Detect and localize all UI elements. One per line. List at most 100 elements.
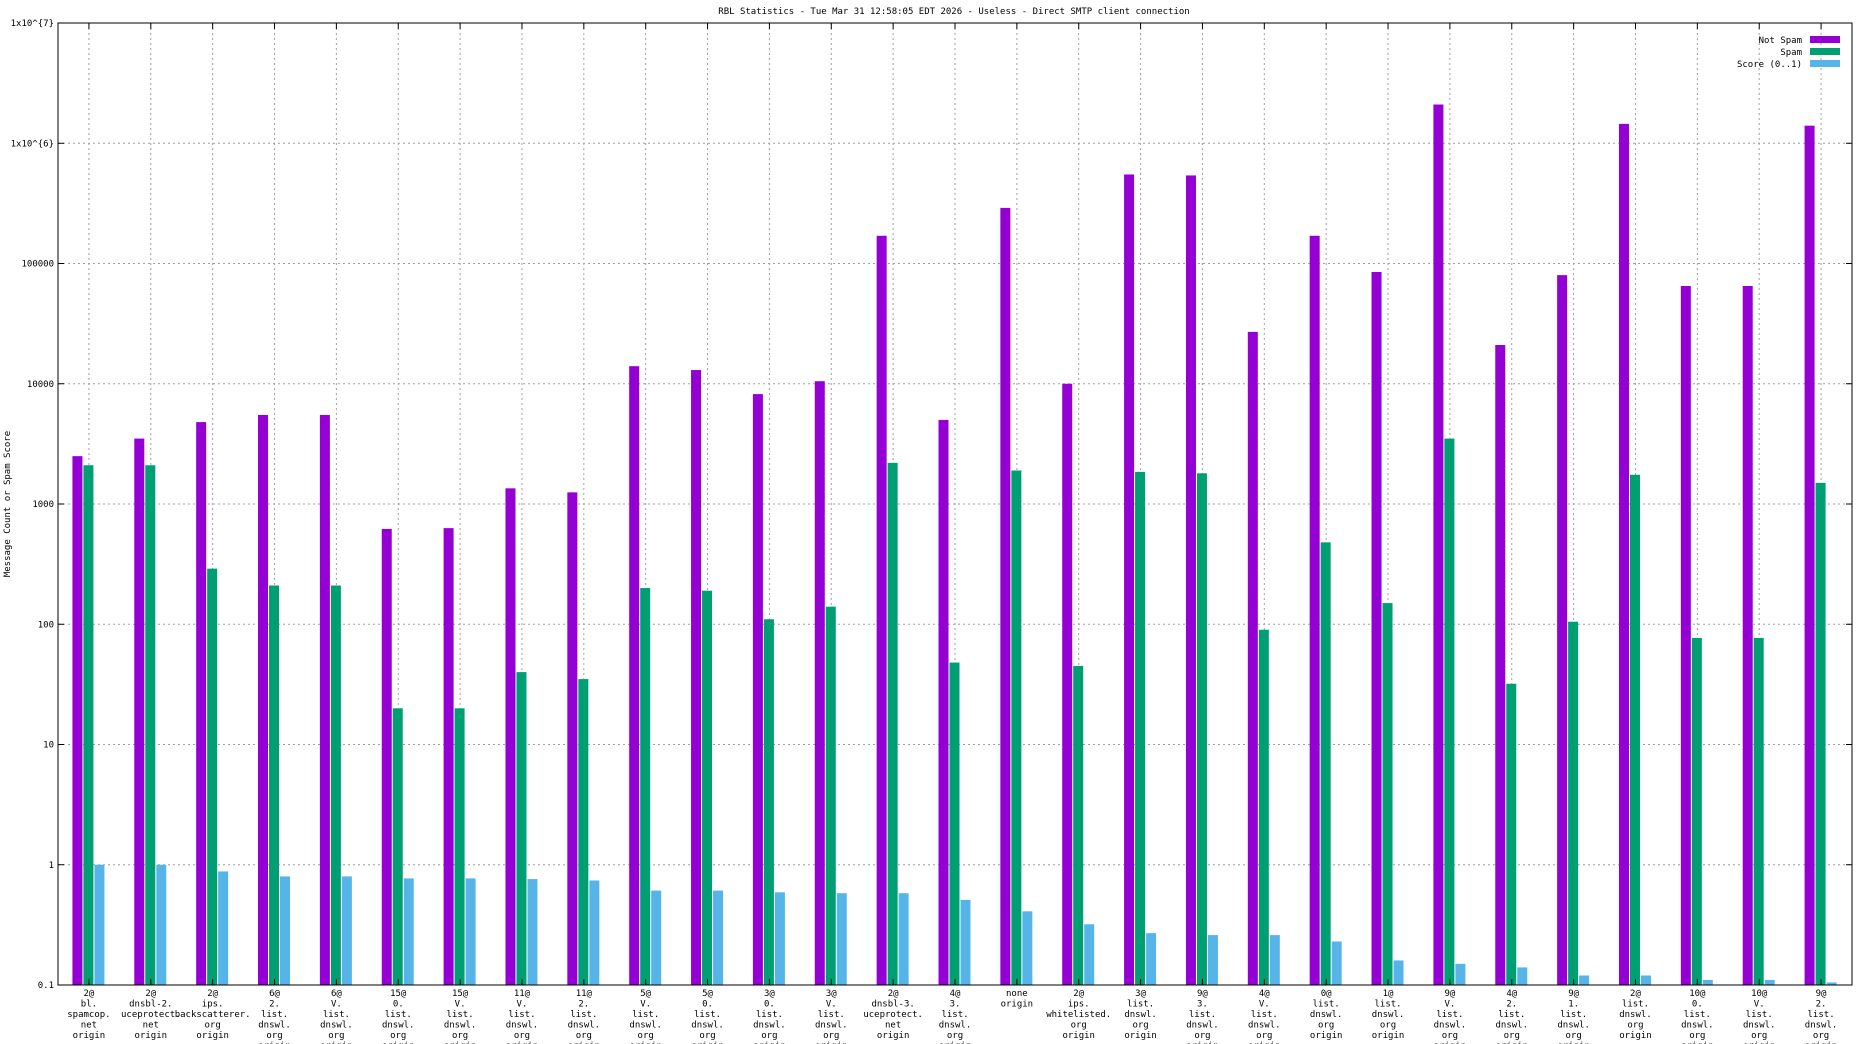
bar-not-spam: [1680, 286, 1691, 985]
x-tick-label-line: uceprotect.: [863, 1010, 923, 1020]
bar-score-0-1: [218, 871, 229, 985]
x-tick-label-line: 2.: [1816, 1000, 1827, 1010]
x-tick-label-line: org: [1627, 1021, 1643, 1031]
y-tick-label: 1000: [32, 500, 54, 510]
x-tick-label-line: origin: [629, 1042, 662, 1044]
labels-layer: 1x10^{7}1x10^{6}1000001000010001001010.1…: [11, 19, 1838, 1044]
bar-spam: [887, 462, 898, 985]
bar-score-0-1: [1640, 975, 1651, 985]
x-tick-label-line: 9@: [1197, 989, 1208, 999]
x-tick-label-line: 2@: [145, 989, 156, 999]
x-tick-label-line: 10@: [1751, 989, 1768, 999]
x-tick-label-line: org: [761, 1031, 777, 1041]
x-tick-label-line: 2.: [1506, 1000, 1517, 1010]
x-tick-label-line: 4@: [1259, 989, 1270, 999]
x-tick-label-line: dnswl.: [691, 1021, 724, 1031]
x-tick-label-line: dnswl.: [1557, 1021, 1590, 1031]
y-tick-label: 1: [49, 861, 54, 871]
bar-score-0-1: [1269, 935, 1280, 985]
x-tick-label: none origin: [1001, 989, 1034, 1010]
x-tick-label-line: org: [576, 1031, 592, 1041]
y-tick-label: 10000: [27, 380, 54, 390]
legend-swatch: [1810, 36, 1840, 43]
bar-spam: [454, 708, 465, 985]
x-tick-label-line: org: [1504, 1031, 1520, 1041]
bar-spam: [330, 585, 341, 985]
x-tick-label-line: 1.: [1568, 1000, 1579, 1010]
x-tick-label-line: ips.: [1068, 1000, 1090, 1010]
bar-spam: [1196, 473, 1207, 985]
x-tick-label-line: org: [1318, 1021, 1334, 1031]
x-tick-label-line: org: [1442, 1031, 1458, 1041]
x-tick-label-line: whitelisted.: [1046, 1010, 1111, 1020]
x-tick-label-line: org: [514, 1031, 530, 1041]
x-tick-label-line: list.: [632, 1010, 659, 1020]
bar-spam: [640, 588, 651, 985]
x-tick-label-line: origin: [320, 1042, 353, 1044]
x-tick-label-line: org: [328, 1031, 344, 1041]
x-tick-label-line: net: [143, 1021, 159, 1031]
bar-score-0-1: [713, 890, 724, 985]
x-tick-label-line: dnswl.: [1681, 1021, 1714, 1031]
x-tick-label: 2@ bl. spamcop. net origin: [67, 989, 110, 1041]
x-tick-label-line: org: [1380, 1021, 1396, 1031]
bar-score-0-1: [1207, 935, 1218, 985]
x-tick-label-line: origin: [506, 1042, 539, 1044]
x-tick-label-line: 2@: [1073, 989, 1084, 999]
bar-score-0-1: [1022, 911, 1033, 985]
bar-score-0-1: [465, 878, 476, 985]
bar-not-spam: [876, 235, 887, 986]
x-tick-label-line: org: [638, 1031, 654, 1041]
x-tick-label-line: 5@: [640, 989, 651, 999]
x-tick-label-line: 9@: [1444, 989, 1455, 999]
legend-label: Score (0..1): [1737, 60, 1802, 70]
x-tick-label-line: dnswl.: [815, 1021, 848, 1031]
bar-spam: [516, 672, 527, 985]
x-tick-label-line: org: [266, 1031, 282, 1041]
x-tick-label-line: list.: [1313, 1000, 1340, 1010]
x-tick-label: 2@ dnsbl-3. uceprotect. net origin: [863, 989, 923, 1041]
x-tick-label-line: org: [1689, 1031, 1705, 1041]
x-tick-label-line: 2@: [84, 989, 95, 999]
x-tick-label-line: origin: [691, 1042, 724, 1044]
x-tick-label-line: dnswl.: [1496, 1021, 1529, 1031]
legend-swatch: [1810, 48, 1840, 55]
x-tick-label-line: list.: [1498, 1010, 1525, 1020]
bar-not-spam: [319, 414, 330, 986]
x-tick-label-line: dnswl.: [1372, 1010, 1405, 1020]
x-tick-label-line: 1@: [1383, 989, 1394, 999]
bar-score-0-1: [1702, 980, 1713, 985]
bar-score-0-1: [1826, 982, 1837, 985]
x-tick-label-line: dnsbl-2.: [129, 1000, 172, 1010]
x-tick-label-line: V.: [640, 1000, 651, 1010]
bar-score-0-1: [1764, 980, 1775, 985]
x-tick-label: 2@ ips. backscatterer. org origin: [175, 989, 251, 1041]
x-tick-label-line: org: [1751, 1031, 1767, 1041]
x-tick-label-line: org: [452, 1031, 468, 1041]
bar-score-0-1: [280, 876, 291, 985]
bar-spam: [1815, 482, 1826, 985]
legend-label: Not Spam: [1759, 36, 1802, 46]
bar-spam: [1629, 474, 1640, 985]
x-tick-label-line: V.: [1444, 1000, 1455, 1010]
bar-spam: [763, 619, 774, 985]
bar-spam: [1258, 629, 1269, 985]
x-tick-label-line: 0.: [764, 1000, 775, 1010]
x-tick-label-line: list.: [756, 1010, 783, 1020]
bar-spam: [269, 585, 280, 985]
x-tick-label-line: dnswl.: [444, 1021, 477, 1031]
y-tick-label: 0.1: [38, 981, 54, 991]
x-tick-label-line: list.: [1127, 1000, 1154, 1010]
x-tick-label-line: list.: [1251, 1010, 1278, 1020]
x-tick-label-line: dnswl.: [1310, 1010, 1343, 1020]
x-tick-label-line: net: [885, 1021, 901, 1031]
bar-not-spam: [1495, 345, 1506, 985]
x-tick-label-line: spamcop.: [67, 1010, 110, 1020]
